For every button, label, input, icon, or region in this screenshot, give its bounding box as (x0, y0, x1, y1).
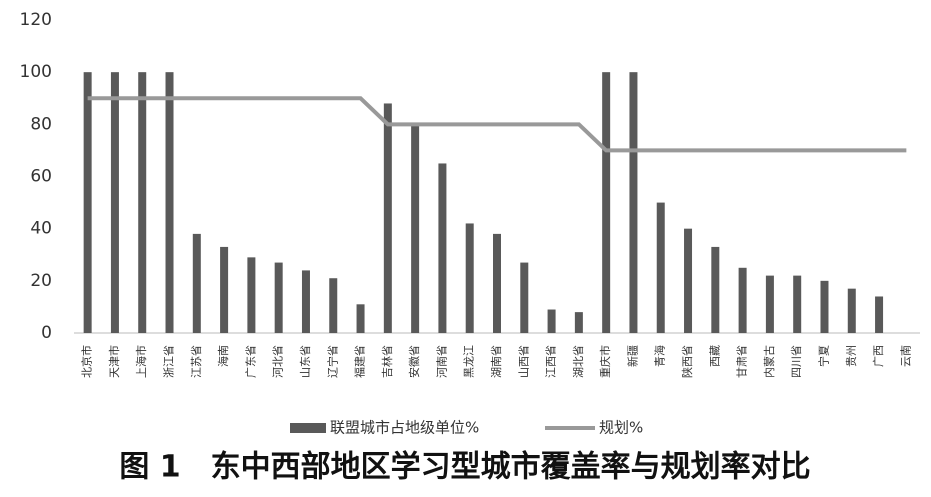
bar (438, 163, 447, 333)
bar (520, 262, 529, 333)
bar (574, 312, 583, 333)
x-tick-label: 山东省 (299, 345, 312, 378)
x-tick-label: 浙江省 (163, 345, 176, 378)
bar (83, 72, 92, 334)
bar (465, 223, 474, 333)
x-tick-label: 辽宁省 (325, 345, 339, 378)
bar (329, 278, 338, 333)
x-tick-label: 新疆 (625, 345, 639, 367)
x-tick-label: 云南 (899, 345, 912, 367)
bar (192, 233, 201, 333)
y-tick-label: 100 (20, 62, 52, 82)
x-tick-label: 北京市 (80, 345, 94, 378)
x-tick-label: 甘肃省 (736, 345, 749, 378)
x-tick-label: 河北省 (272, 345, 285, 378)
bar (383, 103, 392, 333)
legend-label: 联盟城市占地级单位% (330, 419, 479, 437)
x-tick-label: 青海 (653, 345, 667, 367)
bar (165, 72, 174, 334)
y-tick-label: 40 (30, 219, 52, 239)
x-tick-label: 山西省 (517, 345, 530, 378)
y-tick-label: 80 (30, 114, 52, 134)
bar (247, 257, 256, 333)
x-tick-label: 陕西省 (680, 345, 694, 378)
bar (820, 280, 829, 333)
x-tick-label: 湖南省 (490, 345, 503, 378)
line (87, 96, 907, 153)
x-tick-label: 西藏 (708, 345, 721, 367)
chart-title: 图 1 东中西部地区学习型城市覆盖率与规划率对比 (119, 450, 810, 485)
x-tick-label: 湖北省 (572, 345, 585, 378)
x-tick-label: 四川省 (790, 345, 803, 378)
y-tick-label: 60 (30, 167, 52, 187)
legend-label: 规划% (599, 419, 643, 437)
legend-swatch (290, 423, 326, 433)
y-tick-label: 20 (30, 271, 52, 291)
x-tick-label: 吉林省 (380, 345, 394, 378)
x-tick-label: 安徽省 (407, 345, 421, 378)
bar (602, 72, 611, 334)
bar (765, 275, 774, 333)
y-tick-label: 0 (41, 323, 52, 343)
x-tick-label: 重庆市 (598, 345, 612, 378)
bar (847, 288, 856, 333)
x-tick-label: 广西 (872, 345, 885, 367)
bar (793, 275, 802, 333)
bar (301, 270, 310, 333)
bar (656, 202, 665, 333)
bar (138, 72, 147, 334)
bar (493, 233, 501, 333)
x-tick-label: 宁夏 (816, 345, 830, 367)
x-tick-label: 上海市 (134, 345, 148, 378)
bar (220, 246, 229, 333)
x-tick-label: 天津市 (107, 345, 121, 378)
bar (547, 309, 556, 333)
x-tick-label: 福建省 (353, 345, 367, 378)
bar (411, 124, 420, 333)
bar (629, 72, 638, 334)
x-tick-label: 黑龙江 (463, 345, 476, 378)
x-tick-label: 河南省 (435, 345, 448, 378)
bar (738, 267, 747, 333)
bar (875, 296, 884, 333)
bar (711, 246, 720, 333)
x-tick-label: 海南 (216, 345, 230, 367)
y-tick-label: 120 (20, 10, 52, 30)
x-tick-label: 江西省 (545, 345, 558, 378)
x-tick-label: 内蒙古 (762, 345, 776, 378)
bar (684, 228, 693, 333)
x-tick-label: 贵州 (845, 345, 858, 367)
bar (110, 72, 119, 334)
bar (356, 304, 365, 333)
bar (274, 262, 283, 333)
x-tick-label: 江苏省 (190, 345, 203, 378)
x-tick-label: 广东省 (244, 345, 257, 378)
